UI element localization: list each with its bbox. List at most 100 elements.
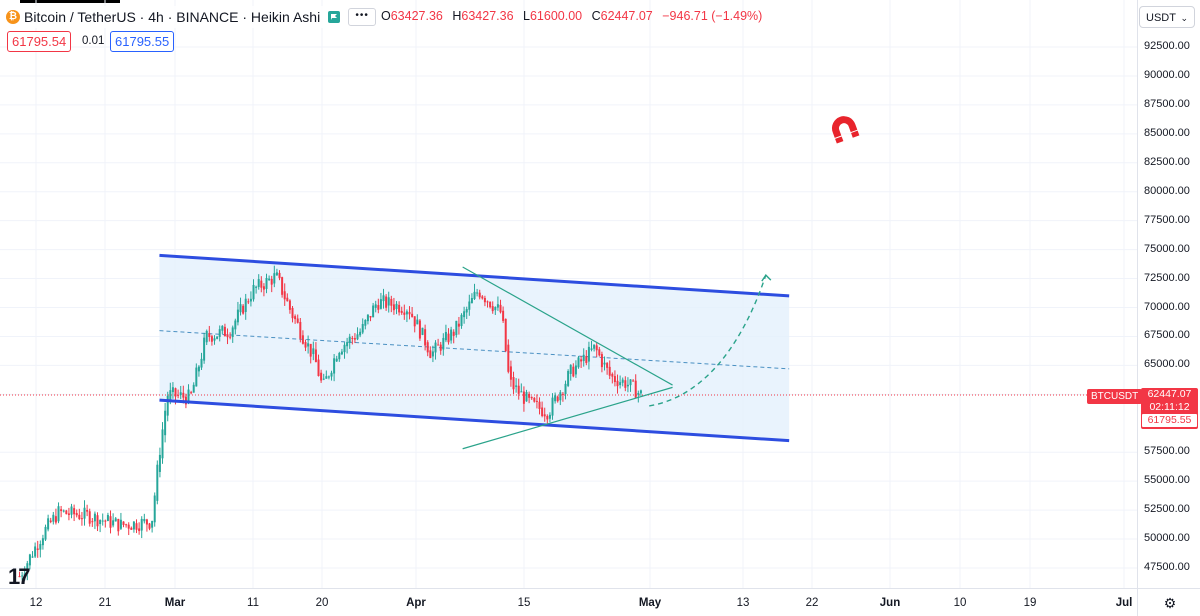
time-tick-label: 21 bbox=[98, 597, 112, 609]
chevron-down-icon: ⌄ bbox=[1180, 13, 1188, 23]
candle-body bbox=[130, 527, 133, 530]
candle-body bbox=[312, 348, 315, 355]
candle-body bbox=[611, 373, 614, 377]
candle-body bbox=[603, 362, 606, 365]
candle-body bbox=[117, 518, 120, 532]
spread-value: 0.01 bbox=[82, 35, 105, 47]
candle-body bbox=[400, 310, 403, 313]
candle-body bbox=[309, 343, 312, 357]
candle-body bbox=[639, 390, 642, 394]
candle-body bbox=[377, 305, 380, 310]
candle-body bbox=[47, 518, 50, 530]
candle-body bbox=[538, 401, 541, 409]
bitcoin-icon: ₿ bbox=[6, 10, 20, 24]
candle-body bbox=[403, 312, 406, 315]
time-tick-label: Jul bbox=[1115, 597, 1133, 609]
price-tick-label: 72500.00 bbox=[1144, 271, 1190, 284]
low-value: 61600.00 bbox=[529, 9, 583, 23]
time-tick-label: 12 bbox=[29, 597, 43, 609]
candle-body bbox=[223, 326, 226, 337]
candle-body bbox=[361, 324, 364, 333]
low-label: L bbox=[523, 9, 530, 23]
candle-body bbox=[626, 384, 629, 387]
candle-body bbox=[236, 309, 239, 323]
candle-body bbox=[608, 366, 611, 376]
candle-body bbox=[460, 314, 463, 327]
candle-body bbox=[629, 379, 632, 386]
candle-body bbox=[366, 314, 369, 322]
candle-body bbox=[106, 514, 109, 522]
candle-body bbox=[346, 342, 349, 347]
time-tick-label: 22 bbox=[805, 597, 819, 609]
candle-body bbox=[554, 395, 557, 402]
channel-fill bbox=[159, 255, 790, 441]
candle-body bbox=[442, 337, 445, 350]
projection-arrowhead bbox=[761, 273, 772, 282]
candle-body bbox=[244, 298, 247, 313]
candle-body bbox=[78, 514, 81, 520]
buy-button[interactable]: 61795.55 bbox=[110, 31, 175, 52]
symbol-title[interactable]: Bitcoin / TetherUS · 4h · BINANCE · Heik… bbox=[24, 9, 321, 25]
candle-body bbox=[455, 320, 458, 336]
price-tick-label: 90000.00 bbox=[1144, 68, 1190, 81]
candle-body bbox=[67, 513, 70, 516]
candle-body bbox=[320, 372, 323, 381]
candle-body bbox=[551, 397, 554, 416]
candle-body bbox=[88, 511, 91, 524]
candle-body bbox=[481, 296, 484, 299]
candle-body bbox=[340, 351, 343, 355]
candle-body bbox=[502, 310, 505, 321]
candle-body bbox=[470, 298, 473, 304]
channel-lower-line bbox=[159, 398, 790, 443]
candle-body bbox=[382, 295, 385, 302]
sell-button[interactable]: 61795.54 bbox=[7, 31, 72, 52]
candle-body bbox=[294, 316, 297, 320]
ask-price: 61795.55 bbox=[1142, 414, 1197, 427]
candle-body bbox=[296, 318, 299, 323]
symbol-legend[interactable]: ₿ Bitcoin / TetherUS · 4h · BINANCE · He… bbox=[6, 6, 383, 28]
candle-body bbox=[36, 548, 39, 550]
time-tick-label: 19 bbox=[1023, 597, 1037, 609]
candle-body bbox=[424, 329, 427, 346]
candle-body bbox=[23, 573, 26, 576]
candle-body bbox=[476, 292, 479, 294]
candle-body bbox=[374, 304, 377, 308]
currency-select[interactable]: USDT ⌄ bbox=[1139, 6, 1195, 28]
candle-body bbox=[499, 304, 502, 313]
candle-body bbox=[140, 518, 143, 531]
candle-body bbox=[216, 336, 219, 339]
candle-body bbox=[616, 380, 619, 387]
candle-body bbox=[512, 377, 515, 390]
chart-drawings-front bbox=[159, 253, 790, 450]
time-tick-label: 15 bbox=[517, 597, 531, 609]
candle-body bbox=[145, 519, 148, 525]
candle-body bbox=[218, 329, 221, 337]
candle-body bbox=[226, 334, 229, 338]
last-price-tag: 62447.07 02:11:12 61795.55 bbox=[1141, 388, 1198, 429]
candle-body bbox=[515, 385, 518, 387]
candle-body bbox=[221, 325, 224, 331]
candle-body bbox=[153, 495, 156, 523]
candle-body bbox=[125, 524, 128, 526]
candle-body bbox=[270, 278, 273, 285]
currency-label: USDT bbox=[1146, 12, 1176, 24]
candle-body bbox=[546, 415, 549, 420]
high-label: H bbox=[452, 9, 462, 23]
candle-body bbox=[413, 316, 416, 327]
time-tick-label: 20 bbox=[315, 597, 329, 609]
candle-body bbox=[600, 354, 603, 368]
candle-body bbox=[489, 301, 492, 308]
candle-body bbox=[439, 344, 442, 351]
price-tick-label: 85000.00 bbox=[1144, 126, 1190, 139]
candle-body bbox=[307, 343, 310, 347]
more-options-button[interactable]: ••• bbox=[348, 8, 377, 26]
candle-body bbox=[429, 350, 432, 358]
candle-body bbox=[80, 518, 83, 520]
candle-body bbox=[564, 383, 567, 395]
candle-body bbox=[213, 338, 216, 341]
candle-body bbox=[632, 380, 635, 382]
settings-gear-icon[interactable]: ⚙ bbox=[1163, 595, 1177, 611]
candle-body bbox=[177, 394, 180, 396]
candle-body bbox=[109, 516, 112, 528]
